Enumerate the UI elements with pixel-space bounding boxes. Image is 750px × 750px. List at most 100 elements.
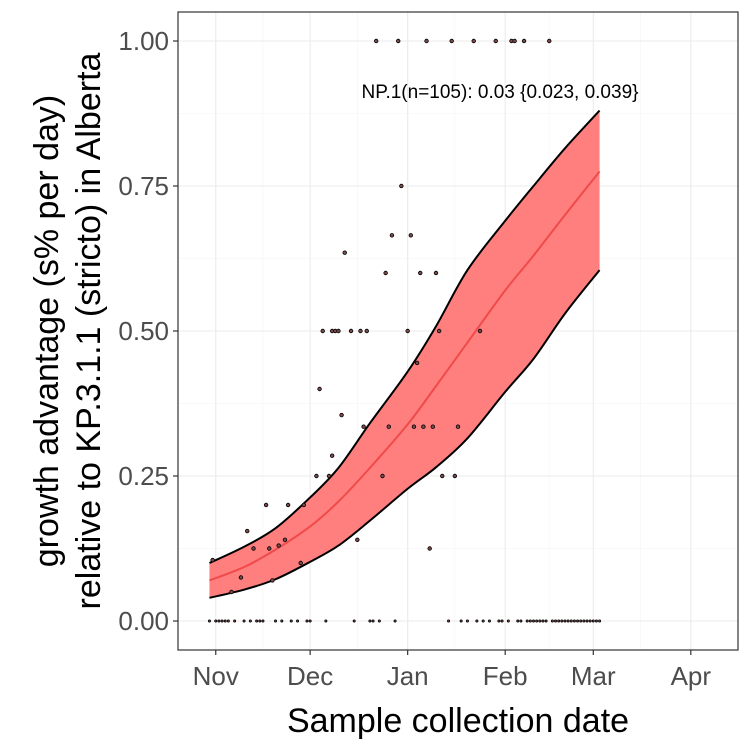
data-point — [355, 537, 360, 542]
data-point — [242, 619, 246, 623]
data-point — [566, 619, 570, 623]
data-point — [329, 453, 335, 458]
data-point — [436, 328, 442, 334]
data-point — [317, 386, 322, 392]
data-point — [447, 619, 451, 623]
data-point — [582, 619, 586, 623]
data-point — [223, 619, 227, 623]
data-point — [326, 473, 332, 479]
data-point — [572, 619, 576, 623]
data-point — [361, 424, 366, 429]
data-point — [305, 619, 309, 623]
data-point — [336, 328, 341, 334]
fit-line — [209, 170, 601, 582]
data-point — [245, 528, 250, 534]
data-point — [430, 424, 436, 429]
data-point — [342, 250, 347, 255]
data-point — [339, 412, 344, 418]
data-point — [289, 619, 293, 623]
data-point — [308, 619, 312, 623]
data-point — [207, 619, 211, 623]
data-point — [248, 619, 252, 623]
data-point — [298, 560, 303, 566]
data-point — [547, 38, 552, 44]
data-point — [220, 619, 224, 623]
data-point — [541, 619, 545, 623]
data-point — [465, 619, 469, 623]
lower-bound-line — [209, 269, 601, 599]
data-point — [255, 619, 259, 623]
data-point — [455, 424, 461, 429]
data-point — [324, 619, 328, 623]
data-point — [475, 619, 479, 623]
data-point — [512, 38, 517, 44]
data-point — [560, 619, 564, 623]
data-point — [233, 619, 237, 623]
data-point — [585, 619, 589, 623]
data-point — [421, 424, 426, 429]
y-axis-label: growth advantage (s% per day) — [28, 95, 66, 567]
data-point — [217, 619, 221, 623]
data-point — [405, 328, 410, 334]
data-point — [519, 619, 523, 623]
data-point — [440, 473, 445, 479]
data-point — [270, 578, 275, 583]
x-tick-label: Mar — [571, 661, 616, 691]
data-point — [427, 546, 432, 551]
data-point — [497, 619, 501, 623]
data-point — [433, 270, 439, 276]
confidence-band — [209, 110, 600, 598]
y-axis-ticks: 0.00 0.25 0.50 0.75 1.00 — [118, 26, 178, 636]
data-point — [598, 619, 602, 623]
data-point — [449, 38, 454, 44]
y-axis-label-line2: relative to KP.3.1.1 (stricto) in Albert… — [70, 52, 108, 609]
data-point — [274, 619, 278, 623]
data-point — [481, 619, 485, 623]
data-point — [554, 619, 558, 623]
data-point — [591, 619, 595, 623]
data-point — [452, 473, 458, 479]
data-point — [500, 619, 504, 623]
y-tick-label: 0.50 — [118, 316, 169, 346]
data-point — [576, 619, 580, 623]
fit-annotation: NP.1(n=105): 0.03 {0.023, 0.039} — [362, 82, 639, 103]
data-point — [314, 473, 319, 479]
data-point — [210, 557, 215, 563]
data-point — [525, 619, 529, 623]
data-point — [377, 619, 381, 623]
data-point — [267, 546, 272, 551]
data-point — [380, 473, 385, 479]
data-point — [348, 328, 354, 334]
data-point — [532, 619, 536, 623]
grid-lines — [178, 12, 738, 650]
data-point — [371, 619, 375, 623]
data-point — [276, 543, 281, 548]
data-point — [358, 328, 363, 334]
data-point — [386, 424, 391, 429]
data-point — [414, 360, 420, 366]
data-point — [383, 270, 388, 276]
data-points-layer — [207, 38, 602, 623]
data-point — [521, 38, 527, 44]
data-point — [418, 270, 423, 276]
x-axis-ticks: Nov Dec Jan Feb Mar Apr — [193, 650, 712, 691]
data-point — [588, 619, 592, 623]
y-tick-label: 0.25 — [118, 461, 169, 491]
data-point — [251, 546, 256, 551]
data-point — [424, 38, 429, 44]
x-tick-label: Nov — [193, 661, 239, 691]
data-point — [544, 619, 548, 623]
data-point — [296, 619, 300, 623]
data-point — [229, 589, 234, 595]
data-point — [563, 619, 567, 623]
y-tick-label: 0.75 — [118, 171, 169, 201]
data-point — [408, 233, 414, 238]
data-point — [493, 38, 498, 44]
x-tick-label: Apr — [671, 661, 712, 691]
data-point — [538, 619, 542, 623]
data-point — [368, 619, 372, 623]
data-point — [459, 619, 463, 623]
data-point — [364, 328, 369, 334]
data-point — [238, 575, 244, 580]
data-point — [280, 619, 284, 623]
